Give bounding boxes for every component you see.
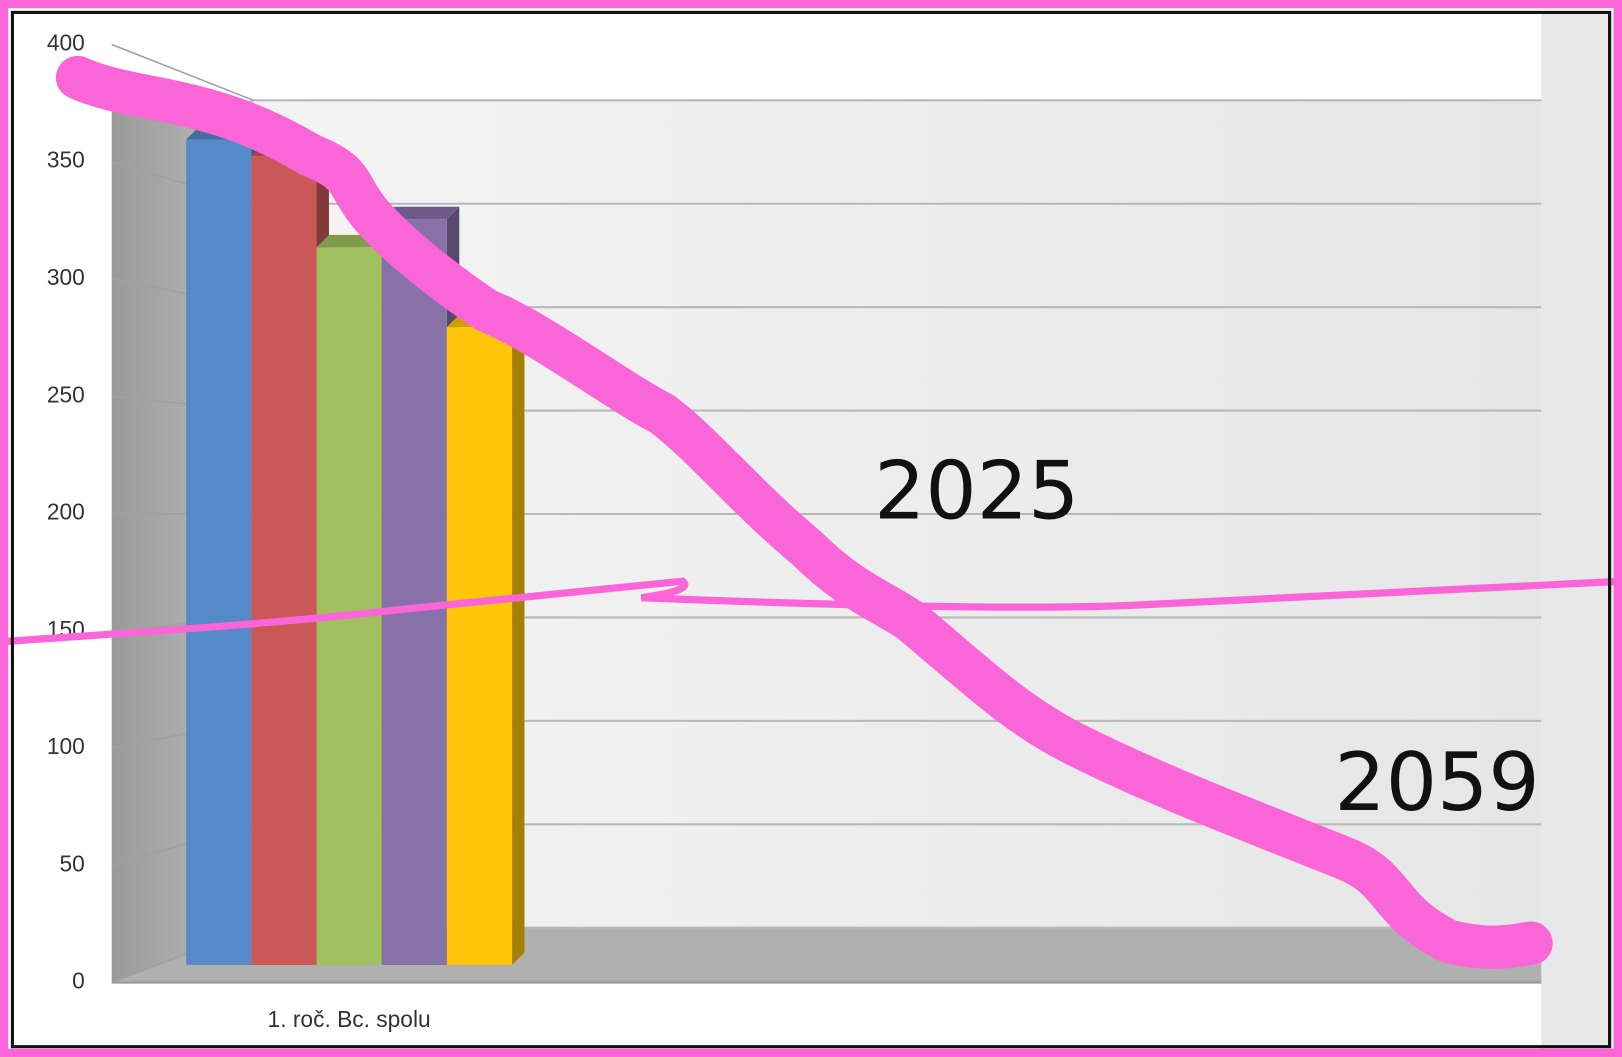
annotation-line [4,577,1622,645]
y-tick-label: 400 [47,29,85,55]
bar-side [512,314,525,965]
y-tick-label: 50 [60,850,85,876]
y-tick-label: 200 [47,499,85,525]
bar [251,155,317,965]
x-tick-label: 1. roč. Bc. spolu [268,1006,431,1032]
bar [381,219,447,965]
grid-line [111,43,254,102]
bar [446,327,513,965]
y-tick-label: 350 [47,147,85,173]
y-tick-label: 0 [72,968,85,994]
annotation: 2025 [874,444,1079,538]
bar [186,139,252,965]
bar [316,247,382,965]
annotation: 2059 [1334,736,1539,830]
bars [186,127,525,965]
annotation-stroke [55,55,1553,969]
y-tick-label: 100 [47,733,85,759]
frame-inner [10,10,1612,1049]
y-tick-label: 250 [47,381,85,407]
y-tick-label: 300 [47,264,85,290]
